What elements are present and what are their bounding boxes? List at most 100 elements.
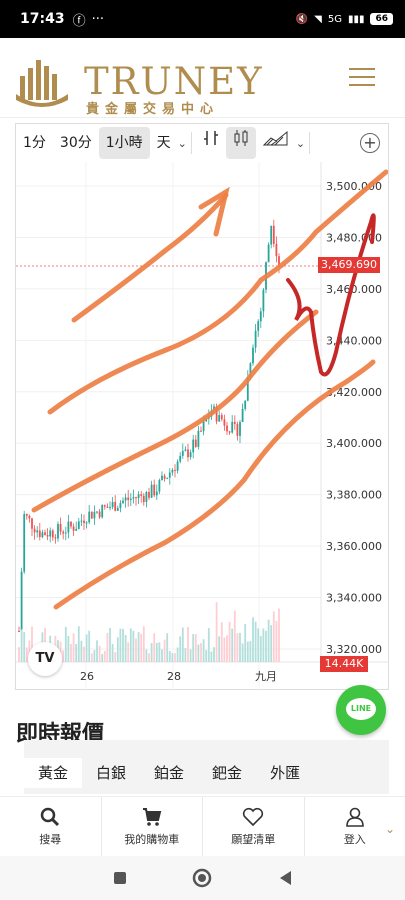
tab-forex[interactable]: 外匯 (270, 764, 301, 782)
volume-bar (194, 634, 197, 662)
back-icon[interactable] (278, 870, 292, 886)
recent-apps-icon[interactable] (113, 871, 127, 885)
tab-gold[interactable]: 黃金 (24, 758, 83, 788)
chart-type-button[interactable] (256, 127, 296, 159)
volume-bar (75, 643, 78, 662)
volume-bar (246, 641, 249, 662)
candle (59, 524, 62, 532)
candle (181, 450, 184, 456)
volume-bar (140, 633, 143, 662)
x-tick-label: 九月 (255, 670, 277, 683)
candle (51, 530, 54, 538)
signal-icon: ▮▮▮ (347, 13, 365, 25)
volume-bar (111, 643, 114, 662)
chart-type-dropdown-icon[interactable]: ⌄ (295, 136, 306, 150)
interval-30m[interactable]: 30分 (59, 135, 92, 151)
candle (148, 492, 150, 498)
trend-channel-annotation (53, 359, 376, 610)
collapse-icon[interactable]: ⌄ (384, 822, 395, 836)
nav-wishlist[interactable]: 願望清單 (203, 797, 305, 856)
home-icon[interactable] (192, 868, 212, 888)
volume-bar (275, 621, 278, 662)
volume-bar (228, 621, 231, 662)
candle (20, 571, 23, 632)
candle (80, 520, 83, 522)
volume-bar (158, 642, 161, 662)
volume-bar (148, 653, 150, 662)
y-tick-label: 3,400.000 (326, 437, 382, 450)
bottom-nav: 搜尋 我的購物車 願望清單 登入 (0, 796, 405, 856)
volume-bar (132, 630, 135, 662)
nav-search[interactable]: 搜尋 (0, 797, 102, 856)
candle (158, 480, 161, 492)
candle (93, 511, 96, 519)
candle (36, 530, 39, 533)
line-chat-button[interactable]: LINE (336, 685, 386, 735)
candle (155, 491, 158, 496)
interval-1d[interactable]: 天 (156, 135, 171, 151)
indicators-button[interactable] (196, 127, 226, 159)
volume-tag: 14.44K (320, 656, 368, 672)
tab-platinum[interactable]: 鉑金 (154, 764, 185, 782)
quote-tabs: 黃金 白銀 鉑金 鈀金 外匯 (24, 740, 389, 794)
candle (132, 497, 135, 499)
site-logo[interactable]: TRUNEY 貴金屬交易中心 (14, 50, 262, 117)
user-icon (345, 807, 364, 827)
candle (31, 518, 33, 529)
tradingview-logo[interactable]: TV (28, 642, 62, 676)
interval-dropdown-icon[interactable]: ⌄ (177, 136, 187, 150)
candle (262, 289, 265, 312)
nav-login[interactable]: 登入 (305, 797, 405, 856)
candle (259, 311, 262, 322)
interval-1h[interactable]: 1小時 (98, 127, 150, 159)
candle-style-button[interactable] (225, 127, 256, 159)
tab-palladium[interactable]: 鈀金 (212, 764, 243, 782)
candle (72, 526, 75, 531)
chart-toolbar: 1分 30分 1小時 天 ⌄ ⌄ + (16, 124, 388, 162)
battery-icon: 66 (370, 13, 393, 25)
candle (252, 347, 254, 364)
candle (257, 321, 260, 331)
candle (278, 256, 280, 267)
y-tick-label: 3,420.000 (326, 386, 382, 399)
candle (220, 415, 223, 420)
interval-1m[interactable]: 1分 (23, 135, 46, 151)
red-scribble-annotation (286, 213, 376, 377)
volume-bar (187, 626, 189, 662)
volume-bar (272, 611, 275, 662)
volume-bar (184, 648, 187, 662)
candle (49, 530, 52, 537)
x-tick-label: 26 (80, 670, 94, 683)
volume-bar (176, 647, 179, 662)
add-indicator-button[interactable]: + (360, 133, 380, 153)
price-chart[interactable]: 3,500.0003,480.0003,460.0003,440.0003,42… (16, 162, 388, 691)
candle (249, 363, 252, 378)
volume-bar (218, 636, 221, 662)
candle (218, 415, 221, 422)
tab-silver[interactable]: 白銀 (96, 764, 127, 782)
status-time: 17:43 (20, 11, 65, 27)
candle (101, 505, 104, 518)
nav-cart[interactable]: 我的購物車 (102, 797, 203, 856)
volume-bar (20, 629, 23, 662)
volume-bar (127, 642, 130, 662)
candle (228, 431, 231, 433)
candle (25, 514, 28, 516)
menu-button[interactable] (349, 68, 375, 88)
volume-bar (161, 649, 163, 662)
trend-channel-annotation (31, 309, 319, 513)
volume-bar (267, 619, 270, 662)
volume-bar (270, 625, 273, 662)
candle (197, 430, 200, 447)
trend-channel-annotation (198, 186, 230, 237)
candle (116, 508, 119, 511)
volume-bar (179, 636, 182, 662)
volume-bar (233, 610, 236, 662)
trend-channel-annotation (47, 169, 388, 415)
volume-bar (249, 641, 252, 662)
volume-bar (101, 653, 104, 662)
candle (226, 425, 228, 432)
volume-bar (25, 647, 28, 662)
volume-bar (116, 637, 119, 662)
candle (179, 455, 182, 462)
